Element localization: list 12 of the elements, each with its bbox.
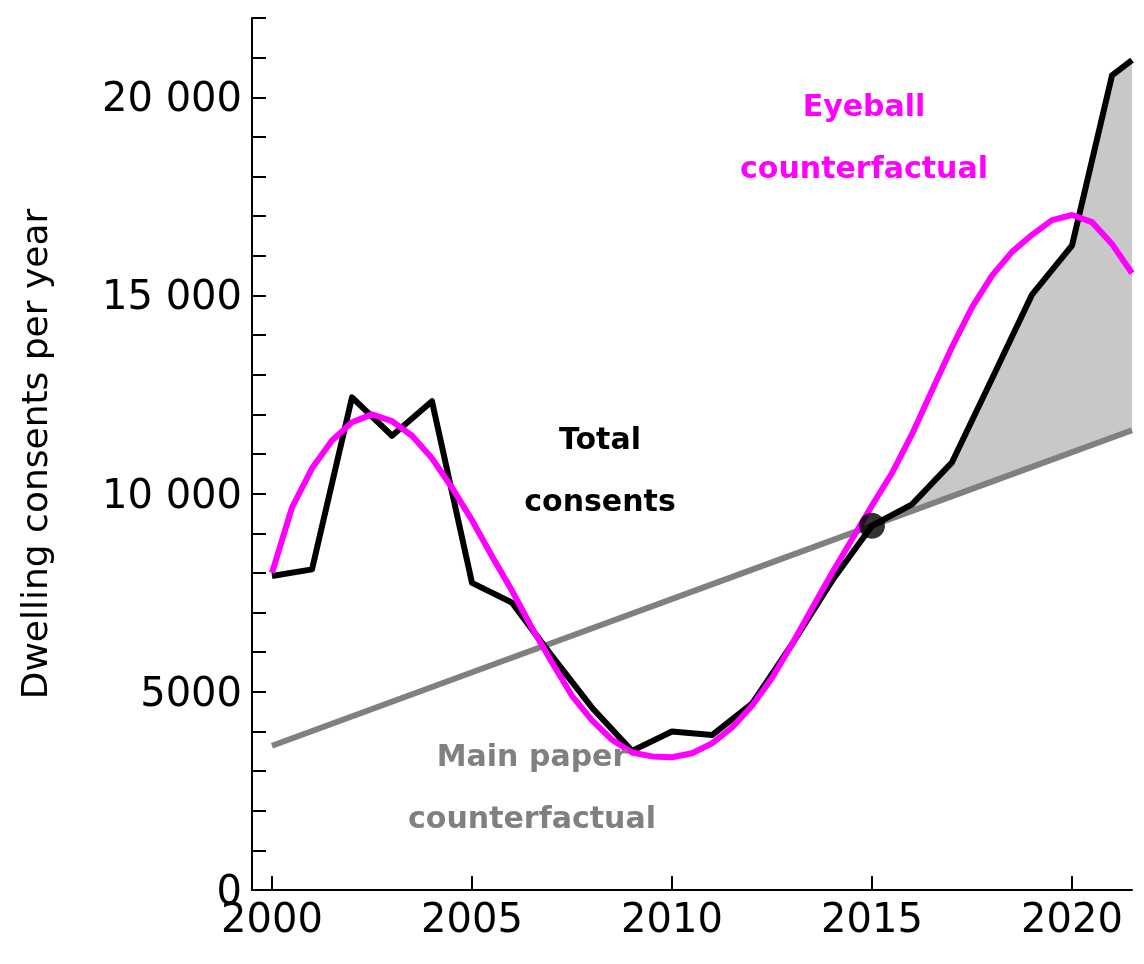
x-tick-label: 2010 bbox=[621, 895, 723, 941]
x-tick-label: 2015 bbox=[821, 895, 923, 941]
text: Total consents bbox=[524, 421, 676, 519]
y-tick-label: 15 000 bbox=[102, 272, 242, 319]
series-label: Main paper counterfactual bbox=[408, 738, 656, 836]
x-tick-label: 2005 bbox=[421, 895, 523, 941]
x-tick-label: 2020 bbox=[1021, 895, 1123, 941]
text: Eyeball counterfactual bbox=[740, 88, 988, 186]
y-axis-title: Dwelling consents per year bbox=[13, 208, 55, 700]
y-tick-label: 20 000 bbox=[102, 74, 242, 121]
y-tick-label: 10 000 bbox=[102, 470, 242, 517]
y-tick-label: 5000 bbox=[140, 668, 242, 715]
